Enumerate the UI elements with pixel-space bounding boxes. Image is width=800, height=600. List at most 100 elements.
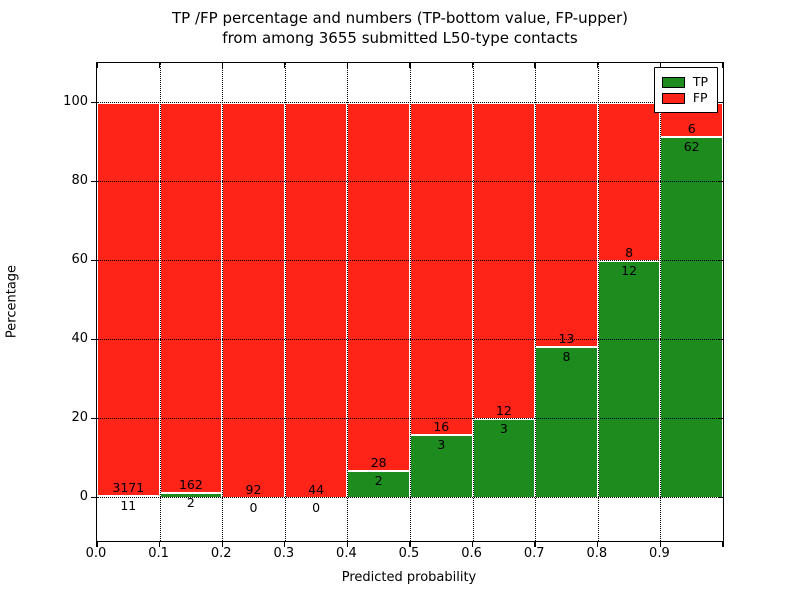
fp-bar-segment bbox=[410, 102, 473, 436]
fp-count-label: 3171 bbox=[112, 480, 145, 496]
x-tick-label: 0.5 bbox=[398, 546, 420, 561]
x-tick-label: 0.1 bbox=[148, 546, 169, 561]
x-tick-label: 0.9 bbox=[649, 546, 670, 561]
y-axis-tick bbox=[91, 259, 96, 262]
tp-bar-segment bbox=[660, 137, 723, 498]
chart-title-line1: TP /FP percentage and numbers (TP-bottom… bbox=[172, 9, 628, 27]
fp-count-label: 92 bbox=[245, 481, 262, 497]
fp-count-label: 13 bbox=[558, 331, 575, 347]
fp-count-label: 162 bbox=[178, 476, 203, 492]
gridline-vertical bbox=[410, 63, 411, 541]
x-tick-label: 0.3 bbox=[273, 546, 295, 561]
y-tick-label: 40 bbox=[71, 330, 88, 346]
legend-item-fp: FP bbox=[661, 90, 708, 105]
gridline-vertical bbox=[472, 63, 474, 541]
x-axis-tick bbox=[534, 542, 536, 547]
gridline-vertical bbox=[159, 63, 161, 541]
y-axis-tick bbox=[718, 180, 723, 183]
x-tick-label: 0.4 bbox=[336, 546, 357, 561]
fp-bar-segment bbox=[472, 102, 536, 419]
x-axis-tick bbox=[346, 63, 349, 68]
x-tick-label: 0.8 bbox=[586, 546, 608, 561]
x-tick-label: 0.2 bbox=[210, 546, 232, 561]
gridline-vertical bbox=[660, 63, 662, 541]
x-axis-tick bbox=[96, 63, 98, 68]
fp-bar-segment bbox=[222, 102, 285, 498]
chart-title: TP /FP percentage and numbers (TP-bottom… bbox=[0, 8, 800, 48]
tp-bar-segment bbox=[347, 471, 410, 498]
x-axis-tick bbox=[471, 542, 474, 547]
y-axis-tick bbox=[91, 101, 96, 104]
x-axis-tick bbox=[471, 63, 474, 68]
x-axis-tick bbox=[158, 542, 161, 547]
y-axis-tick bbox=[91, 180, 96, 183]
fp-count-label: 12 bbox=[495, 402, 512, 418]
fp-count-label: 6 bbox=[687, 121, 696, 137]
tp-count-label: 3 bbox=[437, 437, 446, 453]
y-axis-tick bbox=[718, 259, 723, 262]
x-axis-tick bbox=[409, 542, 411, 547]
x-tick-label: 0.6 bbox=[461, 546, 482, 561]
x-axis-tick bbox=[597, 542, 599, 547]
y-axis-tick bbox=[91, 496, 96, 499]
y-axis-tick bbox=[718, 101, 723, 104]
tp-count-label: 0 bbox=[312, 499, 321, 515]
x-axis-tick bbox=[659, 63, 662, 68]
chart-title-line2: from among 3655 submitted L50-type conta… bbox=[222, 29, 578, 47]
x-axis-tick bbox=[221, 542, 223, 547]
x-axis-tick bbox=[96, 542, 98, 547]
legend: TP FP bbox=[653, 67, 718, 113]
gridline-vertical bbox=[347, 63, 349, 541]
x-axis-tick bbox=[284, 63, 286, 68]
tp-count-label: 0 bbox=[249, 499, 258, 515]
fp-bar-segment bbox=[284, 102, 348, 498]
x-axis-tick bbox=[722, 63, 724, 68]
fp-bar-segment bbox=[97, 102, 160, 497]
tp-count-label: 2 bbox=[374, 473, 383, 489]
tp-bar-segment bbox=[410, 435, 473, 498]
x-axis-tick bbox=[284, 542, 286, 547]
fp-count-label: 28 bbox=[370, 455, 387, 471]
tp-bar-segment bbox=[597, 260, 661, 498]
y-axis-tick bbox=[718, 338, 723, 341]
fp-legend-swatch bbox=[661, 92, 685, 104]
tp-count-label: 11 bbox=[120, 498, 137, 514]
tp-count-label: 8 bbox=[562, 349, 571, 365]
x-tick-label: 0.7 bbox=[523, 546, 545, 561]
tp-bar-segment bbox=[472, 418, 536, 498]
fp-count-label: 16 bbox=[433, 419, 450, 435]
fp-count-label: 8 bbox=[625, 244, 634, 260]
x-axis-tick bbox=[221, 63, 223, 68]
x-axis-tick bbox=[722, 542, 724, 547]
x-axis-tick bbox=[534, 63, 536, 68]
y-axis-tick bbox=[91, 417, 96, 420]
fp-count-label: 44 bbox=[308, 481, 325, 497]
fp-legend-label: FP bbox=[692, 90, 708, 105]
y-axis-tick bbox=[91, 338, 96, 341]
y-tick-label: 20 bbox=[71, 409, 88, 425]
y-tick-label: 60 bbox=[71, 251, 88, 267]
tp-legend-label: TP bbox=[692, 74, 708, 89]
tp-count-label: 3 bbox=[499, 420, 508, 436]
x-axis-tick bbox=[409, 63, 411, 68]
plot-area: TP FP 3171 11 162 2 92 0 44 0 28 2 16 3 12 3 13 8 8 12 6 62 bbox=[91, 62, 724, 547]
tp-count-label: 62 bbox=[683, 139, 700, 155]
gridline-vertical bbox=[597, 63, 599, 541]
y-axis-label: Percentage bbox=[4, 264, 20, 339]
fp-bar-segment bbox=[597, 102, 661, 261]
y-axis-tick bbox=[718, 417, 723, 420]
y-tick-label: 0 bbox=[79, 488, 88, 504]
x-axis-label: Predicted probability bbox=[341, 570, 477, 585]
legend-item-tp: TP bbox=[661, 74, 708, 89]
y-tick-label: 80 bbox=[71, 172, 88, 188]
x-axis-tick bbox=[346, 542, 349, 547]
x-axis-tick bbox=[158, 63, 161, 68]
x-axis-tick bbox=[659, 542, 662, 547]
fp-bar-segment bbox=[159, 102, 223, 493]
tp-count-label: 2 bbox=[186, 494, 195, 510]
tp-bar-segment bbox=[535, 347, 598, 498]
y-tick-label: 100 bbox=[63, 93, 88, 109]
tp-legend-swatch bbox=[661, 76, 685, 88]
gridline-vertical bbox=[222, 63, 224, 541]
